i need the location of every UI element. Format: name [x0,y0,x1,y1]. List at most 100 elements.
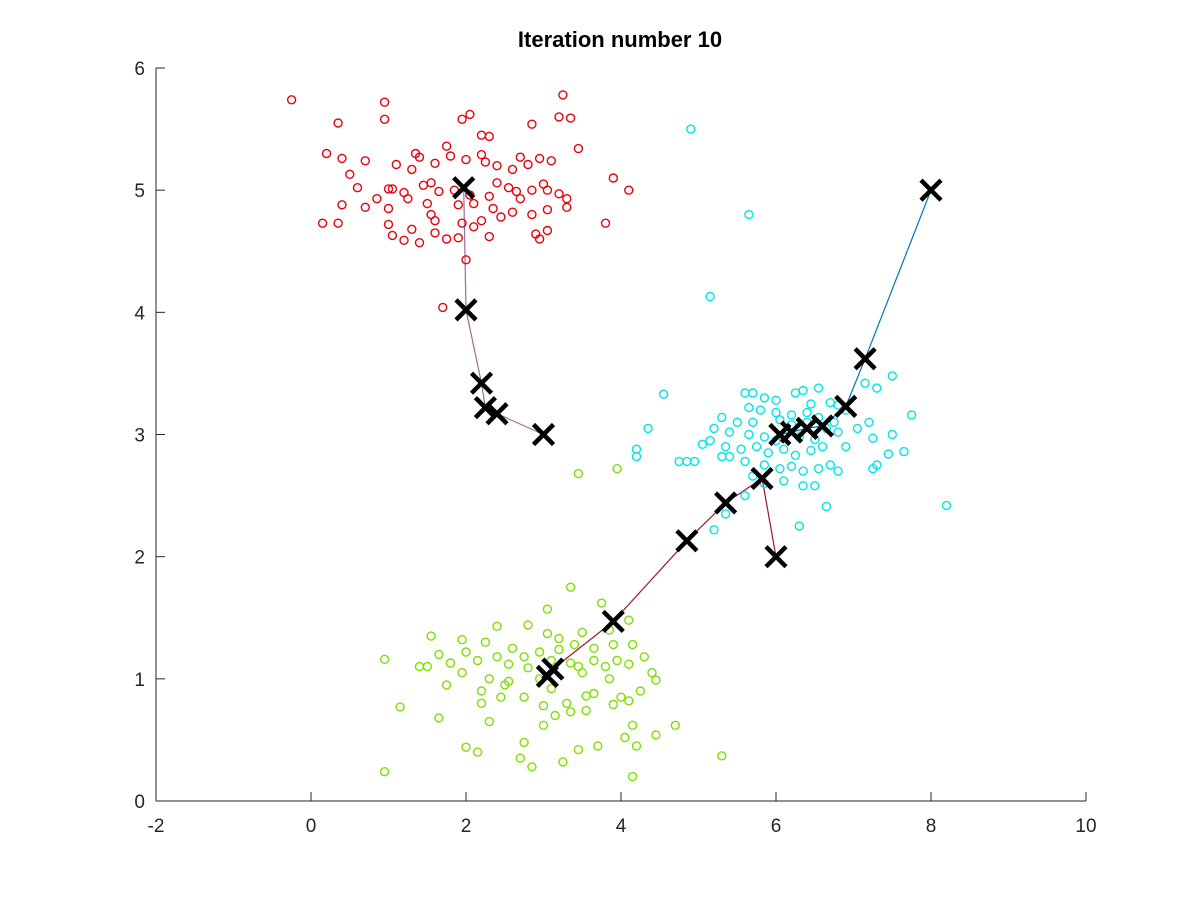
data-point [410,148,421,159]
data-point [689,456,700,467]
data-point [600,218,611,228]
data-point [333,118,343,128]
data-point [500,680,510,690]
data-point [740,490,750,501]
data-point [651,730,661,740]
y-tick-label: 2 [134,548,145,569]
centroid-marker-stroke [535,664,559,688]
data-point [577,627,587,638]
data-point [573,745,584,755]
data-point [627,639,638,650]
data-point [345,169,355,180]
data-point [542,225,553,236]
data-point [627,720,638,730]
data-point [546,683,556,694]
data-point [596,598,607,608]
data-point [379,654,390,664]
data-point [565,658,576,668]
data-point [720,442,731,452]
centroid-marker [531,422,556,447]
data-point [488,203,498,214]
centroid-marker-stroke [473,396,497,420]
data-point [507,164,518,175]
data-point [352,182,363,193]
data-point [519,737,529,748]
data-point [527,185,537,195]
data-point [542,604,553,614]
centroid-marker [485,402,509,426]
data-point [461,154,471,165]
centroid-marker [601,609,625,634]
data-point [360,202,370,213]
data-point [527,762,537,772]
data-point [709,423,719,434]
data-point [581,705,591,716]
data-point [790,388,801,398]
centroid-marker [454,298,478,322]
data-point [554,633,564,644]
data-point [577,668,587,678]
data-point [616,692,626,702]
data-point [441,141,452,151]
data-point [740,456,750,467]
data-point [705,291,715,302]
data-point [337,153,347,164]
centroid-marker-stroke [714,491,738,515]
data-point [643,423,653,434]
data-point [624,185,634,195]
data-point [732,417,742,427]
data-point [476,215,487,226]
data-point [542,204,553,215]
data-point [457,114,467,125]
data-point [813,464,824,474]
data-point [744,209,754,220]
data-point [860,378,870,388]
data-point [748,388,758,398]
data-point [775,464,785,474]
data-point [480,157,491,167]
data-point [422,198,432,209]
data-point [635,686,646,696]
data-point [658,389,669,399]
data-point [542,185,553,195]
data-point [441,680,452,690]
data-point [395,702,405,712]
data-point [852,423,863,434]
data-point [523,159,533,170]
data-point [825,460,835,470]
data-point [414,237,425,248]
trajectory-line [463,187,544,436]
data-point [457,668,467,678]
data-point [492,652,502,662]
data-point [624,696,634,706]
x-tick-label: -2 [148,816,165,837]
data-point [515,152,525,162]
data-point [434,186,444,197]
centroid-marker [675,529,699,553]
data-point [476,686,487,696]
data-point [759,432,770,442]
data-point [434,713,444,723]
data-point [639,652,649,662]
data-point [554,644,564,655]
data-point [430,215,440,226]
data-point [697,439,708,449]
data-point [496,692,506,702]
data-point [604,674,615,684]
data-point [810,481,820,491]
data-point [833,427,843,437]
centroid-marker-stroke [768,422,792,447]
data-point [379,767,390,777]
data-point [476,149,487,160]
centroid-marker-stroke [919,178,943,202]
data-point [337,200,347,210]
data-point [360,156,370,166]
data-point [720,509,731,519]
x-tick-label: 8 [926,816,937,837]
data-point [670,720,680,730]
data-point [527,119,537,129]
data-point [802,407,812,418]
data-point [724,427,735,437]
centroid-marker-stroke [601,609,625,634]
data-point [883,449,894,459]
